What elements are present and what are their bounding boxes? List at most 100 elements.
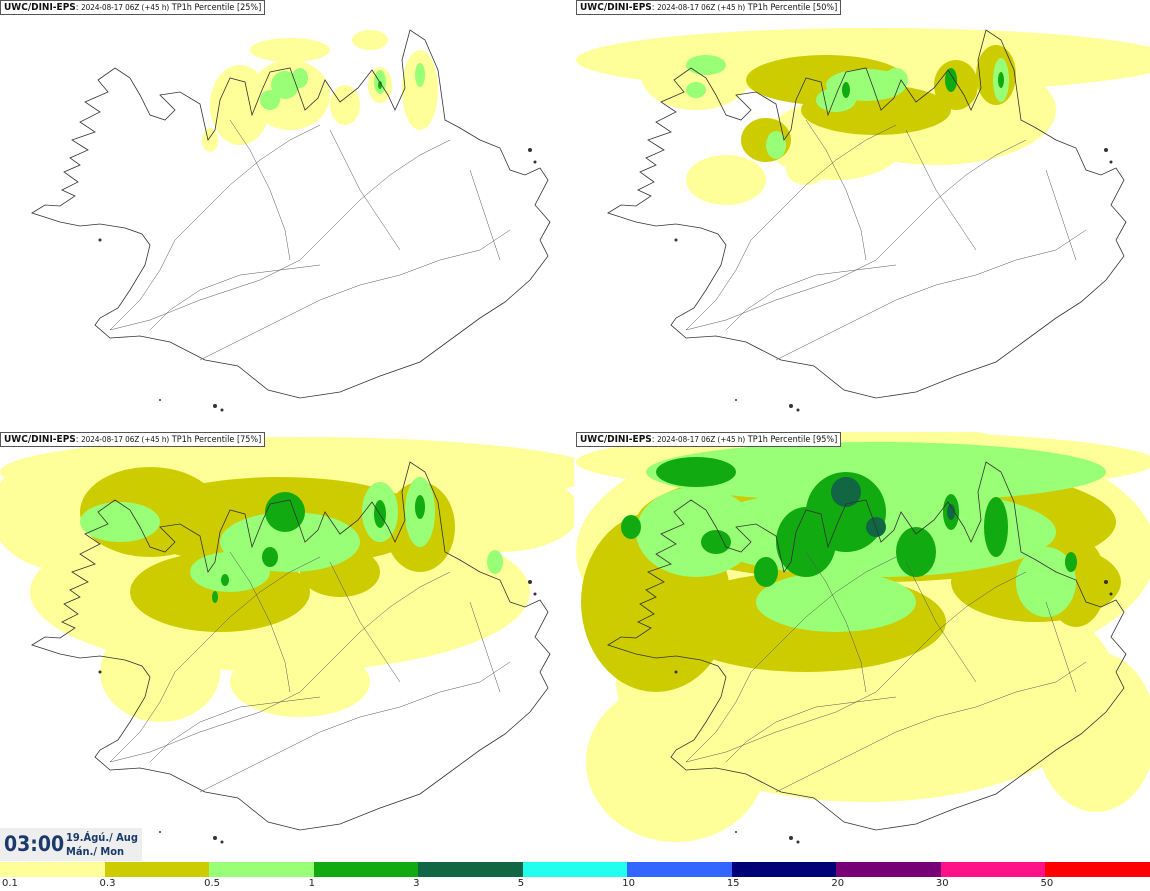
precip-area [460, 552, 500, 632]
island [98, 238, 102, 242]
road-line [109, 139, 451, 331]
road-line [685, 556, 897, 763]
precip-area [1016, 547, 1076, 617]
precip-area [420, 472, 574, 552]
island [735, 399, 737, 401]
island [528, 148, 532, 152]
road-line [905, 561, 977, 683]
precip-shading [576, 432, 1150, 842]
map-panel-p95: UWC/DINI-EPS: 2024-08-17 06Z (+45 h) TP1… [576, 432, 1150, 862]
island [735, 831, 737, 833]
road-line [469, 169, 501, 261]
coastline [31, 461, 551, 831]
precip-area [260, 90, 280, 110]
precip-area [415, 495, 425, 519]
precip-area [1036, 652, 1150, 812]
island [98, 670, 102, 674]
precip-area [816, 88, 856, 112]
legend-label: 0.5 [204, 878, 220, 889]
island [213, 836, 217, 840]
map-panel-p50: UWC/DINI-EPS: 2024-08-17 06Z (+45 h) TP1… [576, 0, 1150, 430]
precip-area [1065, 552, 1077, 572]
road-line [1045, 601, 1077, 693]
valid-time: 03:00 [4, 832, 65, 856]
valid-time-box: 03:00 19.Ágú./ Aug Mán./ Mon [0, 828, 142, 861]
island [220, 840, 224, 844]
road-line [805, 551, 867, 693]
road-line [685, 571, 1027, 763]
precip-area [415, 63, 425, 87]
precip-area [776, 507, 836, 577]
panel-title: UWC/DINI-EPS: 2024-08-17 06Z (+45 h) TP1… [576, 432, 842, 447]
island [1109, 160, 1113, 164]
road-line [775, 229, 1087, 361]
precip-area [636, 487, 756, 577]
precip-area [641, 40, 751, 110]
precip-area [80, 502, 160, 542]
coastline [31, 29, 551, 399]
precip-area [766, 131, 786, 159]
run-time: 2024-08-17 06Z (+45 h) [657, 3, 746, 12]
road-line [469, 601, 501, 693]
precip-area [586, 682, 766, 842]
precip-area [190, 552, 270, 592]
precip-area [842, 82, 850, 98]
precip-area [984, 497, 1008, 557]
road-line [199, 229, 511, 361]
road-line [229, 551, 291, 693]
precip-area [100, 622, 220, 722]
island [1109, 592, 1113, 596]
precip-area [754, 557, 778, 587]
run-time: 2024-08-17 06Z (+45 h) [81, 435, 170, 444]
road-line [149, 264, 321, 331]
legend-label: 20 [831, 878, 845, 889]
iceland-outline [31, 29, 551, 412]
precip-area [786, 155, 826, 185]
precip-map-p50 [576, 28, 1150, 412]
legend-label: 15 [726, 878, 740, 889]
road-line [805, 119, 867, 261]
legend-label: 0.1 [2, 878, 18, 889]
legend-color-bar [0, 862, 1150, 877]
precip-area [947, 504, 955, 520]
run-time: 2024-08-17 06Z (+45 h) [81, 3, 170, 12]
precip-map-p95 [576, 432, 1150, 844]
island [674, 670, 678, 674]
legend-label: 1 [308, 878, 315, 889]
island [533, 160, 537, 164]
precip-area [352, 30, 388, 50]
legend-swatch [522, 862, 628, 877]
precip-area [701, 530, 731, 554]
coastline [607, 461, 1127, 831]
precip-area [221, 574, 229, 586]
precip-shading [202, 30, 438, 152]
island [1104, 580, 1108, 584]
road-line [109, 556, 321, 763]
legend-swatch [940, 862, 1046, 877]
road-line [1045, 169, 1077, 261]
panel-title: UWC/DINI-EPS: 2024-08-17 06Z (+45 h) TP1… [0, 0, 266, 15]
precip-area [884, 68, 908, 92]
precip-area [330, 85, 360, 125]
field-name: TP1h Percentile [50%] [747, 3, 838, 13]
model-source: UWC/DINI-EPS [4, 434, 76, 445]
run-time: 2024-08-17 06Z (+45 h) [657, 435, 746, 444]
valid-weekday: Mán./ Mon [66, 845, 125, 858]
legend-swatch [731, 862, 837, 877]
road-line [685, 139, 1027, 331]
island [159, 399, 161, 401]
coastline [607, 29, 1127, 399]
island [674, 238, 678, 242]
precip-area [250, 38, 330, 62]
legend-swatch [0, 862, 105, 877]
legend-swatch [836, 862, 941, 877]
legend-swatch [313, 862, 419, 877]
legend-swatch [209, 862, 314, 877]
road-line [329, 561, 401, 683]
iceland-outline [607, 461, 1127, 844]
island [789, 836, 793, 840]
island [796, 840, 800, 844]
precip-area [686, 155, 766, 205]
legend-label: 50 [1040, 878, 1054, 889]
island [528, 580, 532, 584]
